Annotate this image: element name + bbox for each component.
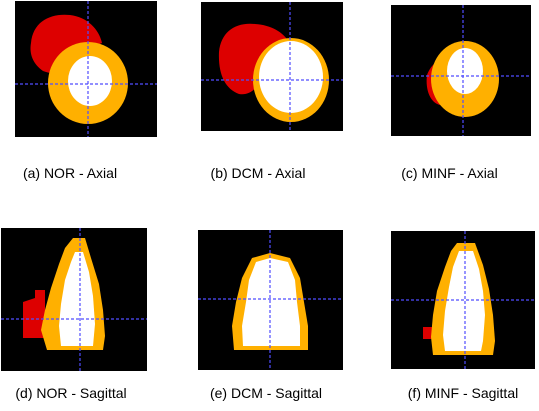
white-cavity (59, 252, 95, 346)
caption-dcm-axial: (b) DCM - Axial (210, 165, 306, 181)
white-cavity (447, 48, 483, 94)
white-cavity (443, 251, 485, 351)
panel-nor-sagittal (1, 228, 147, 371)
panel-dcm-sagittal (198, 230, 343, 370)
red-region (23, 290, 45, 338)
panel-dcm-axial (201, 2, 343, 131)
dcm-axial-image (201, 2, 343, 131)
minf-sagittal-image (391, 231, 535, 369)
minf-axial-image (391, 5, 531, 136)
caption-minf-sagittal: (f) MINF - Sagittal (407, 385, 519, 401)
red-region (218, 23, 289, 95)
panel-minf-sagittal (391, 231, 535, 369)
caption-dcm-sagittal: (e) DCM - Sagittal (209, 385, 323, 401)
white-cavity (68, 56, 112, 106)
red-region (30, 14, 102, 74)
dcm-sagittal-image (198, 230, 343, 370)
red-region (423, 327, 433, 339)
caption-minf-axial: (c) MINF - Axial (401, 165, 498, 181)
caption-nor-axial: (a) NOR - Axial (22, 165, 118, 181)
panel-nor-axial (15, 1, 157, 137)
panel-minf-axial (391, 5, 531, 136)
white-cavity (242, 258, 300, 346)
white-cavity (259, 41, 323, 113)
nor-axial-image (15, 1, 157, 137)
nor-sagittal-image (1, 228, 147, 371)
caption-nor-sagittal: (d) NOR - Sagittal (15, 385, 127, 401)
